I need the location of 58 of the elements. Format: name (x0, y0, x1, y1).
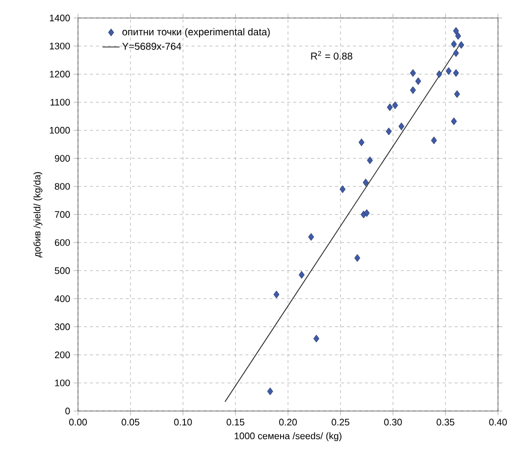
y-axis-title: добив /yield/ (kg/da) (33, 172, 42, 258)
point (453, 49, 459, 57)
point (364, 209, 370, 217)
point (431, 136, 437, 144)
point (392, 101, 398, 110)
legend-label: опитни точки (experimental data) (122, 28, 270, 38)
point (274, 290, 280, 298)
y-tick-label: 1200 (50, 70, 70, 78)
point (340, 185, 346, 194)
point (450, 40, 457, 48)
x-tick-label: 0.30 (384, 418, 402, 426)
y-tick-label: 1100 (50, 98, 70, 106)
point (308, 233, 314, 241)
y-tick-label: 500 (54, 267, 70, 274)
point (410, 86, 416, 94)
annotation: R$^{2}$ = 0.88 (311, 51, 352, 60)
point (458, 41, 464, 49)
x-tick-label: 0.05 (122, 418, 140, 426)
point (358, 138, 364, 146)
y-tick-label: 600 (54, 239, 70, 246)
point (362, 178, 369, 186)
point (436, 70, 442, 78)
y-tick-label: 200 (54, 352, 70, 358)
point (298, 271, 305, 279)
y-tick-label: 1000 (50, 126, 70, 134)
x-tick-label: 0.00 (69, 418, 87, 426)
y-tick-label: 800 (54, 183, 70, 190)
point (410, 69, 416, 77)
x-axis-title: 1000 семена /seeds/ (kg) (234, 432, 342, 442)
point (366, 156, 373, 164)
y-tick-label: 1400 (50, 14, 70, 22)
y-tick-label: 300 (54, 323, 70, 330)
point (450, 117, 457, 126)
point (386, 128, 392, 136)
point (446, 67, 452, 75)
y-tick-label: 700 (54, 211, 70, 218)
legend-label: Y=5689x-764 (122, 42, 182, 50)
point (453, 69, 459, 77)
point (267, 388, 274, 396)
x-tick-label: 0.40 (489, 418, 507, 426)
x-tick-label: 0.15 (226, 418, 244, 426)
x-tick-label: 0.10 (174, 418, 192, 426)
point (453, 27, 459, 35)
point (354, 254, 360, 262)
y-tick-label: 100 (55, 380, 70, 386)
x-tick-label: 0.25 (332, 418, 350, 426)
point (398, 122, 404, 130)
point (454, 90, 460, 98)
y-tick-label: 0 (65, 408, 70, 414)
y-tick-label: 1300 (50, 42, 70, 50)
point (455, 32, 462, 40)
y-tick-label: 400 (54, 295, 70, 302)
point (313, 334, 320, 342)
x-tick-label: 0.35 (436, 418, 454, 426)
point (415, 77, 422, 85)
point (386, 103, 393, 112)
y-tick-label: 900 (54, 155, 70, 162)
x-tick-label: 0.20 (279, 418, 297, 426)
